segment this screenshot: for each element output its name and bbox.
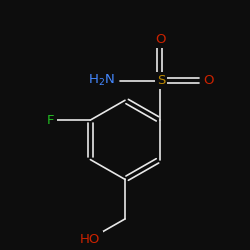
Text: F: F: [47, 114, 54, 126]
Text: O: O: [156, 33, 166, 46]
Text: $\mathsf{H_2N}$: $\mathsf{H_2N}$: [88, 73, 115, 88]
Text: O: O: [203, 74, 213, 87]
Text: S: S: [157, 74, 165, 87]
Text: HO: HO: [80, 233, 100, 246]
